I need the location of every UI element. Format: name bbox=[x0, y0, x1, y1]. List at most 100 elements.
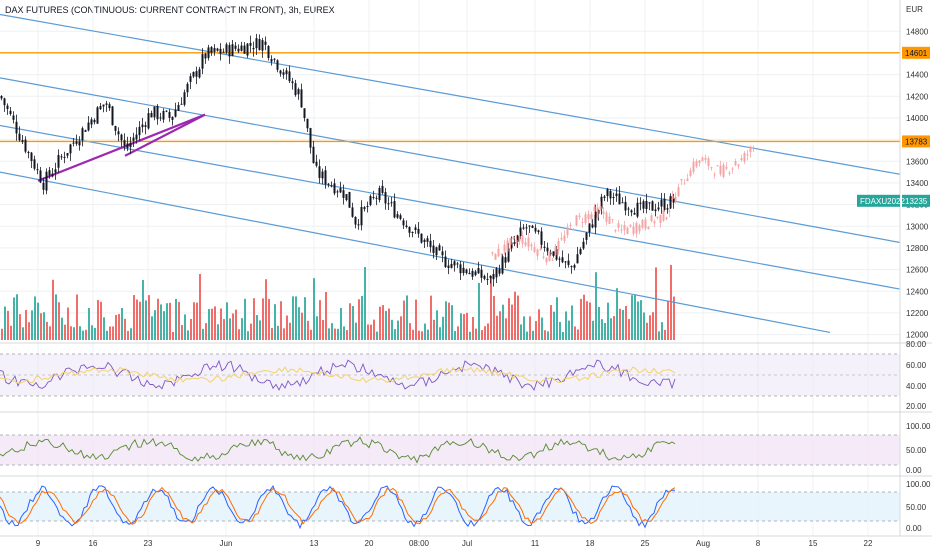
volume-bar bbox=[304, 297, 306, 340]
volume-bar bbox=[472, 316, 474, 340]
candle-body bbox=[171, 116, 174, 120]
candle-body bbox=[642, 201, 645, 209]
projection-body bbox=[731, 168, 734, 170]
volume-bar bbox=[448, 302, 450, 340]
volume-bar bbox=[601, 319, 603, 340]
volume-bar bbox=[580, 298, 582, 340]
candle-body bbox=[213, 48, 216, 52]
candle-body bbox=[663, 198, 666, 210]
candle-body bbox=[534, 227, 537, 232]
candle-body bbox=[414, 227, 417, 231]
projection-body bbox=[608, 216, 611, 225]
projection-body bbox=[599, 206, 602, 210]
candle-body bbox=[435, 247, 438, 256]
volume-bar bbox=[619, 308, 621, 340]
time-tick-label: 23 bbox=[144, 539, 153, 548]
candle-body bbox=[537, 230, 540, 232]
volume-bar bbox=[298, 307, 300, 340]
price-tick-label: 12400 bbox=[906, 287, 929, 296]
rsi-line bbox=[0, 359, 676, 392]
candle-body bbox=[363, 207, 366, 210]
volume-bar bbox=[586, 301, 588, 340]
candle-body bbox=[165, 110, 168, 112]
candle-body bbox=[72, 142, 75, 144]
volume-bar bbox=[28, 322, 30, 340]
candle-body bbox=[294, 83, 297, 96]
candle-body bbox=[24, 139, 27, 152]
volume-bar bbox=[157, 298, 159, 340]
price-tick-label: 12200 bbox=[906, 309, 929, 318]
drawn-lines[interactable] bbox=[0, 13, 901, 334]
volume-bar bbox=[265, 279, 267, 340]
volume-bar bbox=[175, 298, 177, 340]
volume-bar bbox=[556, 297, 558, 340]
volume-bar bbox=[196, 302, 198, 340]
volume-bar bbox=[325, 292, 327, 340]
price-tick-label: 14400 bbox=[906, 71, 929, 80]
volume-bar bbox=[217, 324, 219, 340]
symbol-label-bg bbox=[857, 194, 900, 207]
projection-body bbox=[509, 238, 512, 245]
volume-bar bbox=[511, 304, 513, 340]
volume-bar bbox=[643, 312, 645, 340]
volume-bar bbox=[67, 307, 69, 340]
candle-body bbox=[51, 173, 54, 177]
candle-body bbox=[552, 251, 555, 256]
candle-body bbox=[438, 245, 441, 251]
volume-bar bbox=[214, 306, 216, 340]
volume-bar bbox=[139, 301, 141, 340]
volume-bar bbox=[406, 295, 408, 340]
projection-body bbox=[614, 229, 617, 232]
volume-bar bbox=[427, 329, 429, 340]
volume-bar bbox=[595, 272, 597, 340]
volume-bar bbox=[658, 331, 660, 340]
volume-bar bbox=[466, 312, 468, 340]
volume-bar bbox=[403, 300, 405, 340]
candle-body bbox=[132, 137, 135, 141]
projection-body bbox=[521, 235, 524, 244]
price-axis[interactable]: EUR1480014600144001420014000138001360013… bbox=[899, 0, 931, 536]
rsi-tick-label: 40.00 bbox=[906, 382, 927, 391]
candle-body bbox=[240, 45, 243, 51]
price-tick-label: 12600 bbox=[906, 266, 929, 275]
time-axis[interactable]: 9 16 23 Jun 13 20 08:00 Jul 11 18 25 Aug 8 15 22 bbox=[0, 535, 932, 548]
candle-body bbox=[456, 263, 459, 265]
volume-bar bbox=[334, 328, 336, 340]
candle-body bbox=[207, 47, 210, 59]
candle-body bbox=[81, 128, 84, 141]
projection-body bbox=[719, 165, 722, 175]
candle-body bbox=[0, 95, 3, 99]
projection-body bbox=[596, 207, 599, 218]
volume-bar bbox=[286, 315, 288, 340]
volume-bar bbox=[493, 296, 495, 340]
volume-bar bbox=[22, 327, 24, 340]
candle-body bbox=[330, 185, 333, 187]
volume-bar bbox=[442, 316, 444, 340]
volume-bar bbox=[130, 328, 132, 340]
volume-bar bbox=[172, 331, 174, 340]
volume-bar bbox=[76, 294, 78, 340]
volume-bar bbox=[256, 315, 258, 340]
candle-body bbox=[465, 269, 468, 274]
candle-body bbox=[93, 120, 96, 123]
volume-bar bbox=[412, 329, 414, 340]
candle-body bbox=[75, 141, 78, 144]
volume-bar bbox=[310, 329, 312, 340]
candle-body bbox=[402, 220, 405, 226]
candle-body bbox=[561, 257, 564, 263]
candle-body bbox=[327, 183, 330, 185]
candle-body bbox=[357, 224, 360, 226]
volume-bar bbox=[154, 310, 156, 340]
projection-body bbox=[623, 224, 626, 230]
candle-body bbox=[138, 126, 141, 136]
volume-bar bbox=[652, 312, 654, 340]
osc-tick-label: 50.00 bbox=[906, 446, 927, 455]
candle-body bbox=[84, 130, 87, 132]
volume-bar bbox=[370, 324, 372, 340]
projection-body bbox=[569, 224, 572, 226]
volume-bar bbox=[349, 303, 351, 340]
projection-body bbox=[689, 170, 692, 176]
projection-body bbox=[503, 244, 506, 252]
price-tick-label: 13600 bbox=[906, 157, 929, 166]
